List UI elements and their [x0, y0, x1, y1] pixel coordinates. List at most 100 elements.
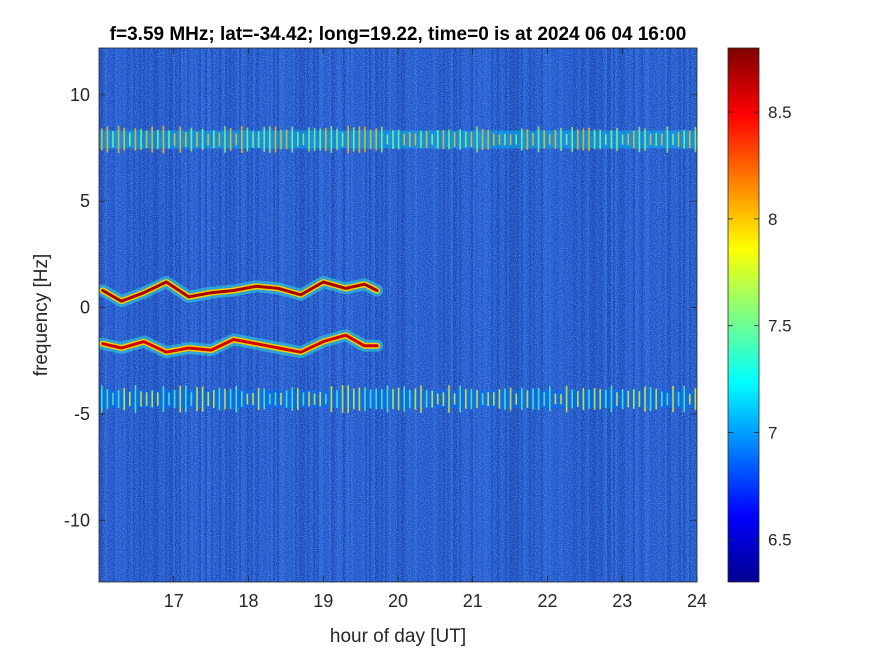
frequency-bands [99, 125, 697, 413]
band-1-stripe [677, 131, 680, 148]
x-tick-label: 19 [313, 591, 333, 611]
x-tick-label: 17 [164, 591, 184, 611]
band-2-stripe [280, 393, 282, 406]
band-2-stripe [196, 387, 198, 411]
band-2-stripe [649, 386, 652, 412]
band-1-stripe [134, 128, 137, 151]
band-2-stripe [392, 388, 394, 410]
x-tick-label: 22 [537, 591, 557, 611]
band-1-stripe [196, 132, 198, 147]
band-2-stripe [325, 393, 327, 405]
band-1-stripe [179, 126, 181, 153]
band-2-stripe [190, 392, 193, 406]
y-tick-label: 0 [80, 298, 90, 318]
band-2-stripe [638, 391, 641, 407]
band-1-stripe [476, 126, 478, 153]
band-2-stripe [353, 388, 355, 410]
band-2-stripe [694, 388, 697, 410]
band-2-stripe [549, 386, 551, 412]
band-1-stripe [638, 126, 641, 153]
band-1-stripe [554, 129, 557, 149]
band-2-stripe [442, 392, 445, 406]
band-1-stripe [610, 130, 613, 149]
band-1-stripe [504, 133, 506, 146]
band-2-stripe [683, 385, 685, 413]
band-2-stripe [257, 388, 260, 410]
band-2-stripe [565, 385, 568, 413]
band-2-stripe [577, 391, 579, 407]
band-2-stripe [336, 390, 338, 408]
band-1-stripe [185, 132, 187, 147]
band-2-stripe [151, 390, 153, 408]
colorbar-ticks: 6.5 7 7.5 8 8.5 [728, 103, 792, 549]
band-2-stripe [241, 391, 243, 407]
band-1-stripe [616, 127, 618, 152]
band-2-stripe [593, 388, 596, 410]
band-2-stripe [269, 393, 271, 405]
band-1-stripe [481, 129, 484, 150]
band-2-stripe [330, 386, 333, 413]
x-axis-label: hour of day [UT] [330, 626, 466, 647]
band-2-stripe [448, 385, 450, 413]
band-2-stripe [537, 388, 540, 410]
band-2-stripe [173, 389, 176, 409]
band-2-stripe [403, 386, 405, 413]
band-1-stripe [213, 130, 215, 149]
band-1-stripe [190, 127, 193, 152]
band-2-stripe [246, 393, 249, 405]
band-2-stripe [162, 386, 165, 412]
band-1-stripe [101, 128, 103, 151]
band-1-stripe [235, 133, 237, 146]
x-tick-label: 20 [388, 591, 408, 611]
band-1-stripe [487, 129, 489, 150]
band-1-stripe [459, 129, 461, 150]
band-1-stripe [257, 131, 260, 148]
band-1-stripe [325, 127, 327, 152]
y-tick-label: 10 [70, 85, 90, 105]
band-2-stripe [274, 392, 277, 406]
y-axis-ticks: -10 -5 0 5 10 [64, 85, 697, 530]
band-2-stripe [381, 388, 383, 410]
band-2-stripe [313, 393, 316, 405]
band-1-stripe [229, 128, 232, 151]
band-2-stripe [504, 388, 506, 410]
band-2-stripe [308, 391, 310, 407]
plot-area: 17 18 19 20 21 22 23 24 -10 -5 0 5 10 [64, 47, 707, 611]
band-2-stripe [201, 386, 204, 412]
band-1-stripe [644, 128, 646, 151]
band-1-stripe [358, 126, 361, 153]
colorbar: 6.5 7 7.5 8 8.5 [727, 47, 792, 583]
band-1-stripe [621, 134, 624, 145]
band-1-stripe [252, 131, 254, 148]
band-2-stripe [341, 385, 344, 413]
band-1-stripe [207, 133, 209, 146]
colorbar-tick-label: 6.5 [768, 530, 792, 549]
band-2-stripe [386, 385, 389, 413]
band-2-stripe [661, 391, 663, 407]
band-2-stripe [397, 387, 400, 411]
band-1-stripe [655, 132, 657, 146]
band-1-stripe [515, 134, 517, 145]
band-1-stripe [437, 130, 439, 149]
colorbar-tick-label: 8.5 [768, 103, 792, 122]
band-2-stripe [252, 392, 254, 406]
band-1-stripe [129, 132, 131, 147]
colorbar-tick-label: 8 [768, 210, 777, 229]
band-2-stripe [560, 394, 562, 405]
band-1-stripe [336, 128, 338, 151]
band-1-stripe [392, 130, 394, 149]
band-1-stripe [526, 129, 529, 150]
band-2-stripe [644, 386, 646, 412]
band-1-stripe [117, 125, 120, 154]
band-1-stripe [588, 127, 590, 152]
band-1-stripe [308, 127, 310, 152]
x-axis-ticks: 17 18 19 20 21 22 23 24 [164, 48, 707, 611]
band-2-stripe [487, 392, 489, 406]
band-2-stripe [207, 392, 209, 407]
band-2-stripe [112, 392, 114, 406]
band-2-stripe [179, 385, 181, 413]
band-2-stripe [470, 388, 473, 410]
band-2-stripe [145, 392, 148, 406]
colorbar-gradient [728, 48, 759, 582]
